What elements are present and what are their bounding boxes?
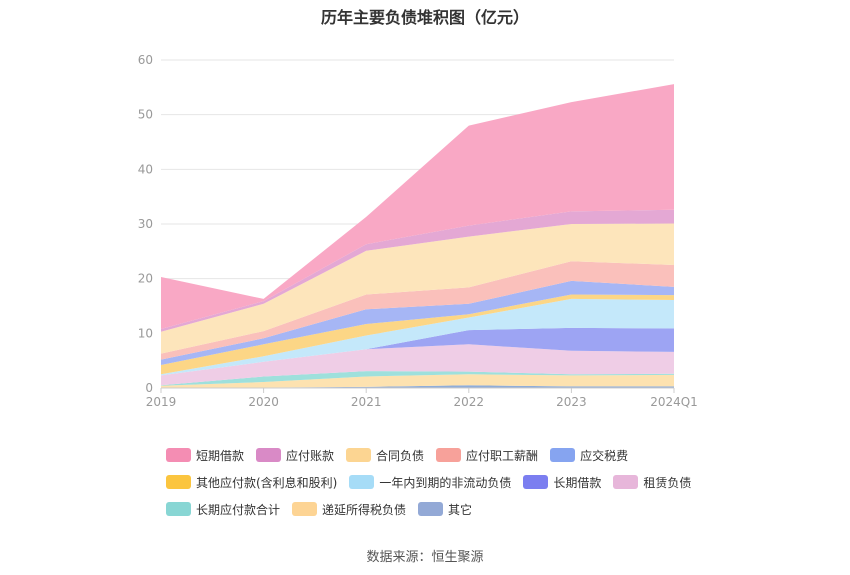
- legend-swatch: [166, 475, 191, 489]
- legend-swatch: [349, 475, 375, 489]
- area-series-2: [161, 371, 674, 386]
- legend-label: 递延所得税负债: [322, 502, 407, 517]
- legend-swatch: [523, 475, 549, 489]
- x-tick-label: 2021: [351, 395, 382, 409]
- legend-label: 一年内到期的非流动负债: [379, 475, 512, 490]
- legend-item[interactable]: 长期应付款合计: [166, 501, 280, 518]
- legend-label: 长期借款: [553, 475, 602, 490]
- legend-swatch: [436, 448, 462, 462]
- area-series-9: [161, 223, 674, 354]
- x-tick-label: 2020: [248, 395, 279, 409]
- legend-label: 应付账款: [286, 448, 335, 463]
- area-series-4: [161, 327, 674, 376]
- y-tick-label: 60: [138, 53, 153, 67]
- legend-item[interactable]: 长期借款: [523, 474, 601, 491]
- legend-swatch: [256, 448, 282, 462]
- area-series-7: [161, 280, 674, 365]
- stacked-area-chart: 0 10 20 30 40 50 60 2019 2020 2021 2022 2023 2024Q1: [138, 53, 698, 409]
- x-tick-label: 2019: [146, 395, 177, 409]
- chart-title: 历年主要负债堆积图（亿元）: [320, 8, 529, 27]
- area-series-5: [161, 298, 674, 376]
- y-tick-label: 20: [138, 272, 153, 286]
- area-series-group: [161, 84, 674, 388]
- legend-row: 长期应付款合计 递延所得税负债 其它: [166, 500, 726, 518]
- y-tick-label: 40: [138, 162, 153, 176]
- y-tick-label: 0: [145, 381, 153, 395]
- y-tick-label: 10: [138, 326, 153, 340]
- legend-item[interactable]: 一年内到期的非流动负债: [349, 474, 511, 491]
- area-series-10: [161, 209, 674, 332]
- legend-item[interactable]: 其它: [418, 501, 472, 518]
- x-tick-label: 2024Q1: [650, 395, 698, 409]
- legend-row: 短期借款 应付账款 合同负债 应付职工薪酬 应交税费: [166, 446, 726, 464]
- legend-swatch: [550, 448, 576, 462]
- y-tick-label: 50: [138, 108, 153, 122]
- area-series-0: [161, 385, 674, 388]
- area-series-1: [161, 374, 674, 388]
- legend: 短期借款 应付账款 合同负债 应付职工薪酬 应交税费其他应付款(含利息和股利) 一年内到期…: [166, 446, 726, 527]
- legend-label: 长期应付款合计: [196, 502, 281, 517]
- legend-row: 其他应付款(含利息和股利) 一年内到期的非流动负债 长期借款 租赁负债: [166, 473, 726, 491]
- legend-item[interactable]: 应付职工薪酬: [436, 447, 538, 464]
- legend-swatch: [292, 502, 318, 516]
- x-tick-label: 2023: [556, 395, 587, 409]
- legend-item[interactable]: 合同负债: [346, 447, 424, 464]
- legend-label: 其他应付款(含利息和股利): [196, 475, 338, 490]
- legend-label: 应交税费: [580, 448, 629, 463]
- area-series-8: [161, 261, 674, 360]
- legend-item[interactable]: 应付账款: [256, 447, 334, 464]
- legend-item[interactable]: 其他应付款(含利息和股利): [166, 474, 337, 491]
- area-series-11: [161, 84, 674, 329]
- data-source-note: 数据来源：恒生聚源: [366, 550, 484, 565]
- legend-item[interactable]: 应交税费: [550, 447, 628, 464]
- area-series-3: [161, 344, 674, 386]
- axes: 0 10 20 30 40 50 60 2019 2020 2021 2022 2023 2024Q1: [138, 53, 698, 409]
- legend-swatch: [346, 448, 372, 462]
- legend-item[interactable]: 递延所得税负债: [292, 501, 406, 518]
- legend-swatch: [166, 448, 191, 462]
- legend-label: 应付职工薪酬: [466, 448, 539, 463]
- legend-label: 短期借款: [196, 448, 245, 463]
- y-tick-label: 30: [138, 217, 153, 231]
- x-tick-label: 2022: [454, 395, 485, 409]
- legend-item[interactable]: 短期借款: [166, 447, 244, 464]
- legend-label: 合同负债: [376, 448, 425, 463]
- legend-swatch: [613, 475, 639, 489]
- legend-item[interactable]: 租赁负债: [613, 474, 691, 491]
- legend-swatch: [166, 502, 191, 516]
- legend-label: 其它: [448, 502, 473, 517]
- legend-label: 租赁负债: [643, 475, 692, 490]
- legend-swatch: [418, 502, 444, 516]
